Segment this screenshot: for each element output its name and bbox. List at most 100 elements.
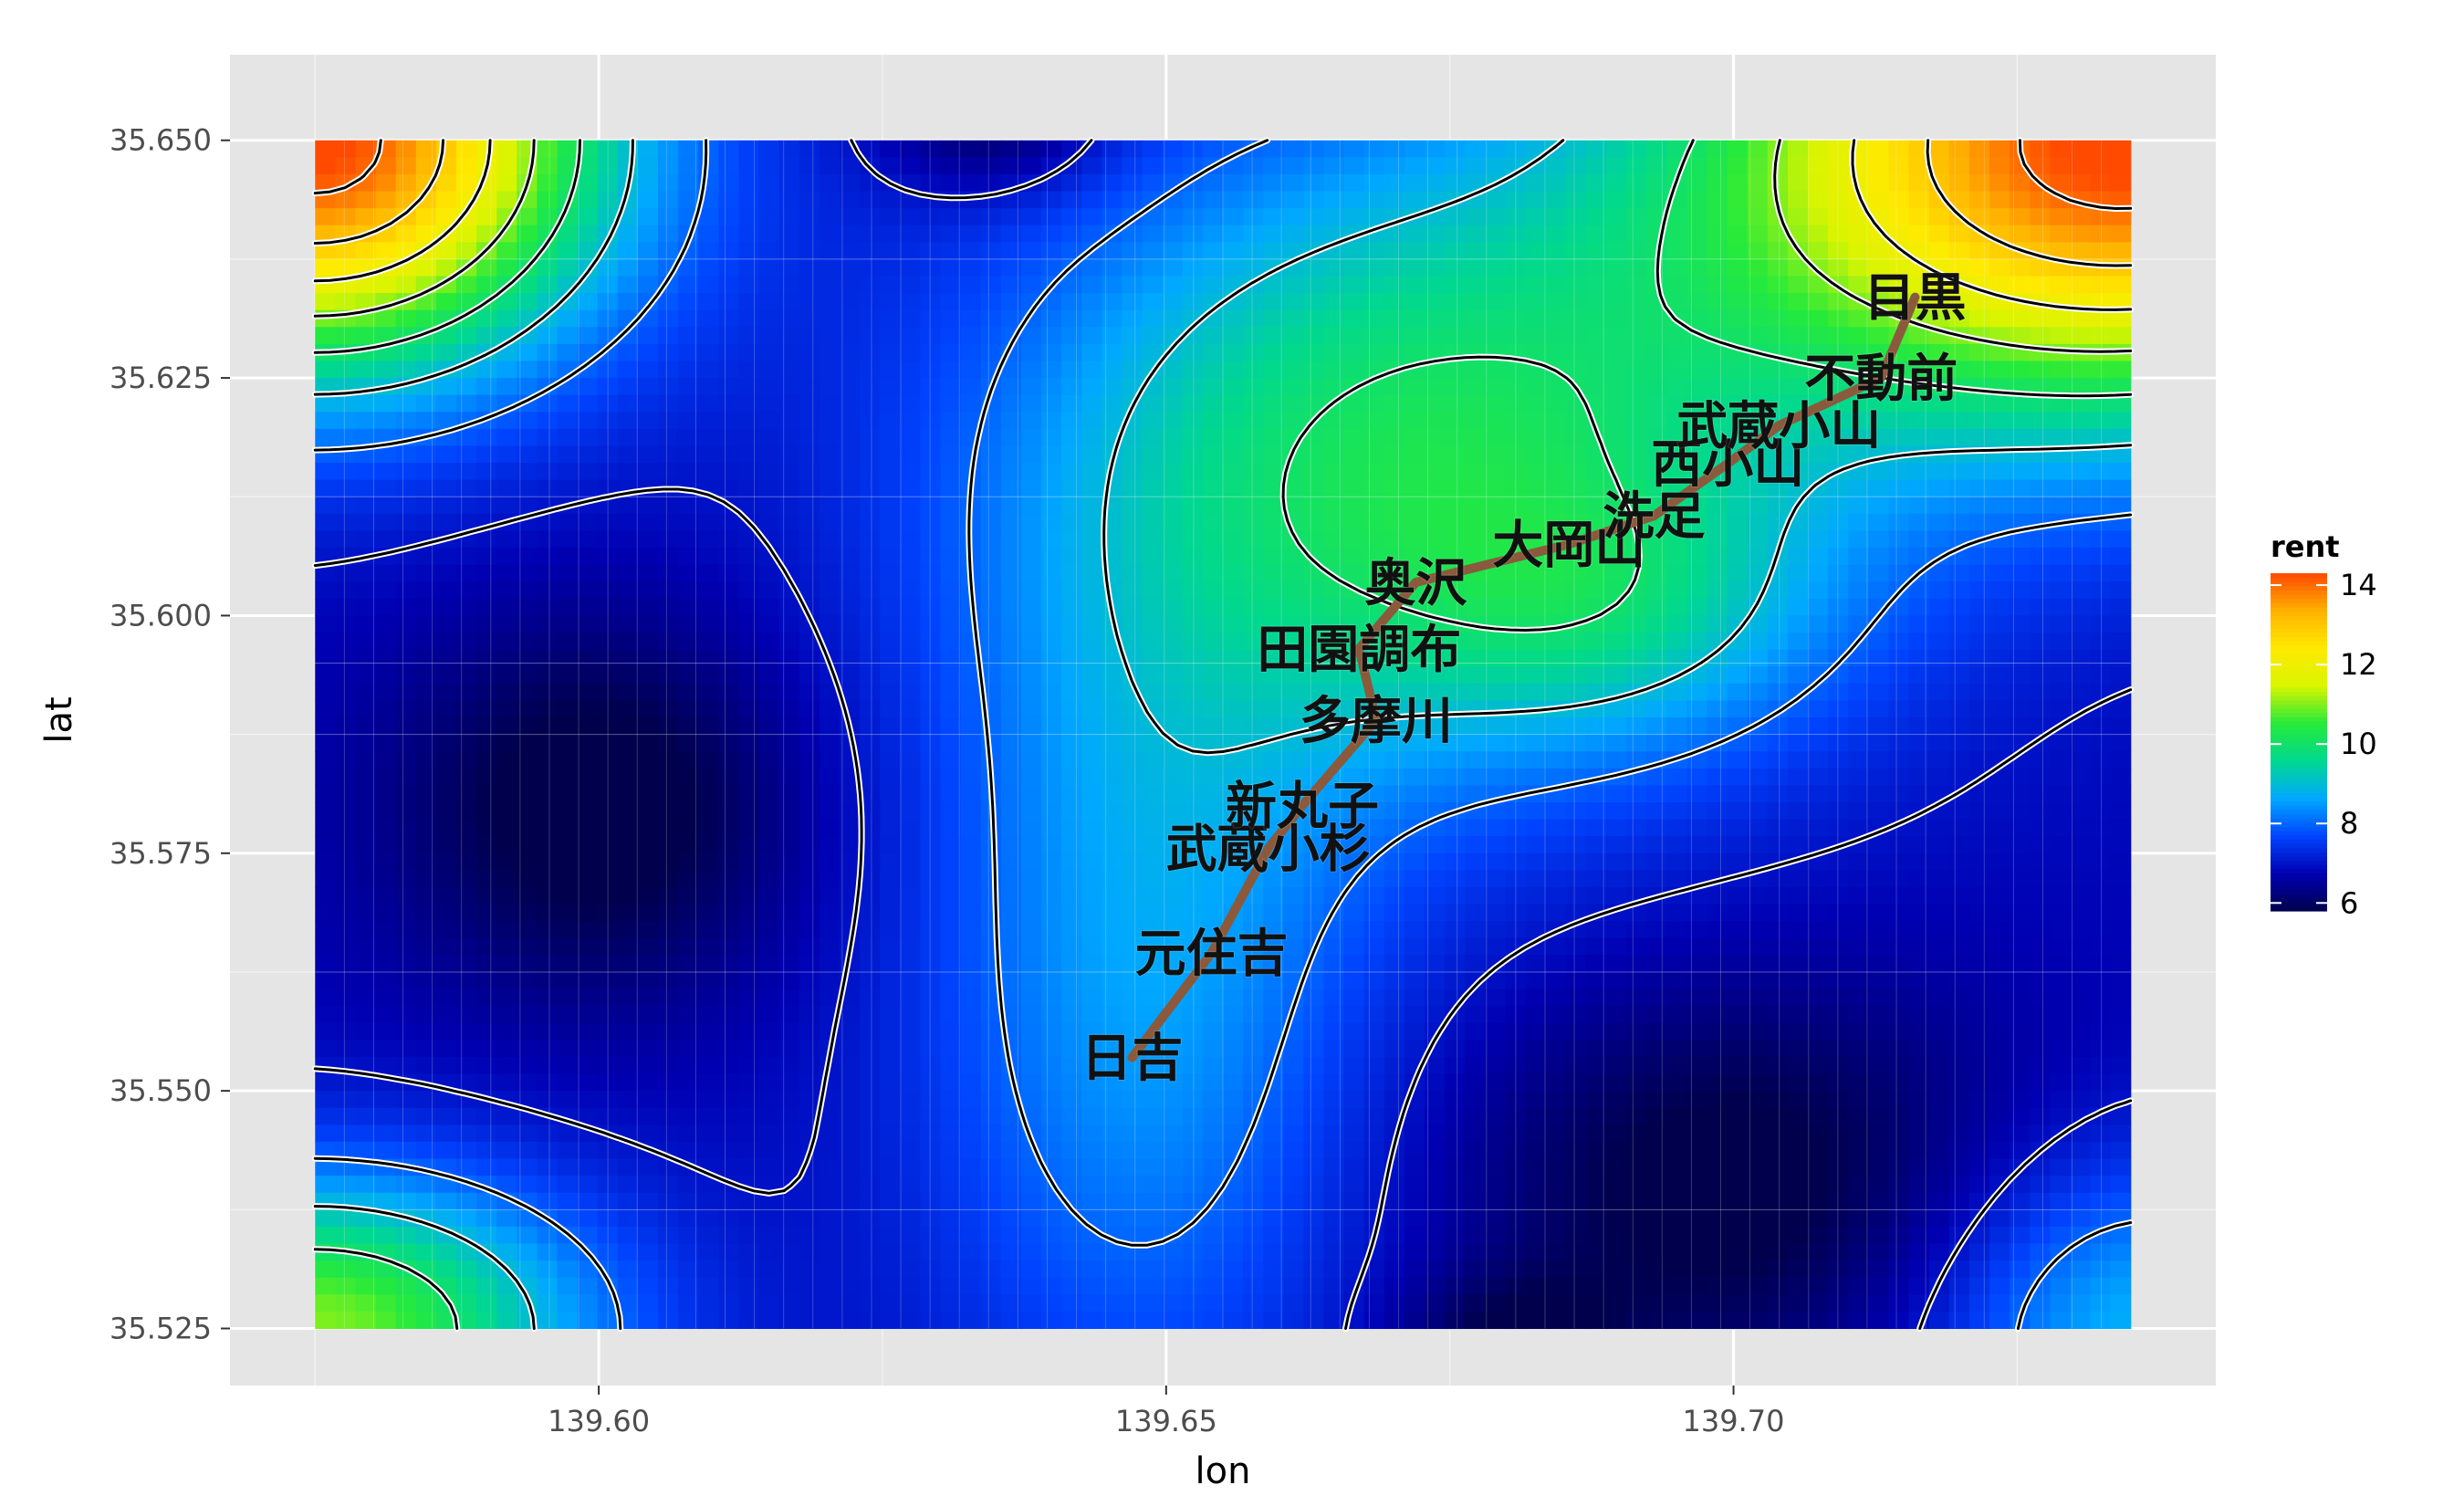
heat-cell bbox=[577, 700, 599, 718]
heat-cell bbox=[455, 734, 477, 752]
heat-cell bbox=[1122, 445, 1143, 464]
heat-cell bbox=[1707, 513, 1728, 532]
heat-cell bbox=[880, 870, 901, 888]
heat-cell bbox=[557, 1260, 579, 1279]
heat-cell bbox=[1223, 1311, 1244, 1330]
heat-cell bbox=[335, 1176, 357, 1194]
heat-cell bbox=[900, 1192, 922, 1210]
heat-cell bbox=[799, 852, 820, 871]
heat-cell bbox=[1485, 242, 1507, 260]
heat-cell bbox=[1465, 1243, 1486, 1261]
heat-cell bbox=[1525, 378, 1547, 396]
heat-cell bbox=[880, 327, 901, 345]
heat-cell bbox=[1465, 242, 1486, 260]
heat-cell bbox=[1686, 1107, 1708, 1125]
heat-cell bbox=[738, 751, 760, 769]
heat-cell bbox=[758, 1176, 780, 1194]
heat-cell bbox=[1041, 633, 1062, 651]
heat-cell bbox=[395, 955, 417, 973]
heat-cell bbox=[1041, 1243, 1062, 1261]
heat-cell bbox=[395, 412, 417, 430]
heat-cell bbox=[1061, 1243, 1082, 1261]
heat-cell bbox=[1182, 1040, 1204, 1058]
heat-cell bbox=[1101, 361, 1123, 379]
heat-cell bbox=[1545, 1141, 1567, 1160]
heat-cell bbox=[1383, 276, 1405, 294]
heat-cell bbox=[678, 293, 699, 311]
heat-cell bbox=[900, 1260, 922, 1279]
heat-cell bbox=[738, 955, 760, 973]
heat-cell bbox=[1606, 633, 1627, 651]
heat-cell bbox=[920, 1124, 942, 1143]
heat-cell bbox=[738, 1277, 760, 1295]
heat-cell bbox=[1202, 1040, 1224, 1058]
heat-cell bbox=[617, 904, 639, 922]
heat-cell bbox=[1061, 428, 1082, 447]
heat-cell bbox=[1707, 208, 1728, 226]
heat-cell bbox=[335, 886, 357, 905]
heat-cell bbox=[1666, 1073, 1688, 1092]
heat-cell bbox=[455, 428, 477, 447]
heat-cell bbox=[1445, 937, 1466, 956]
heat-cell bbox=[920, 598, 942, 617]
heat-cell bbox=[537, 564, 559, 582]
heat-cell bbox=[1363, 937, 1385, 956]
heat-cell bbox=[375, 173, 397, 193]
heat-cell bbox=[315, 1277, 336, 1295]
heat-cell bbox=[1202, 1260, 1224, 1279]
heat-cell bbox=[496, 886, 517, 905]
heat-cell bbox=[557, 836, 579, 854]
heat-cell bbox=[395, 1226, 417, 1245]
heat-cell bbox=[577, 886, 599, 905]
heat-cell bbox=[537, 463, 559, 481]
heat-cell bbox=[577, 1294, 599, 1313]
heat-cell bbox=[1182, 633, 1204, 651]
heat-cell bbox=[960, 751, 982, 769]
heat-cell bbox=[1646, 955, 1667, 973]
heat-cell bbox=[799, 191, 820, 209]
heat-cell bbox=[1162, 1176, 1184, 1194]
heat-cell bbox=[860, 378, 881, 396]
heat-cell bbox=[758, 1022, 780, 1041]
heat-cell bbox=[1000, 904, 1022, 922]
heat-cell bbox=[395, 361, 417, 379]
heat-cell bbox=[1525, 581, 1547, 600]
heat-cell bbox=[900, 428, 922, 447]
heat-cell bbox=[1686, 717, 1708, 736]
heat-cell bbox=[1243, 157, 1264, 175]
heat-cell bbox=[678, 955, 699, 973]
heat-cell bbox=[1626, 1073, 1647, 1092]
heat-cell bbox=[1243, 1294, 1264, 1313]
heat-cell bbox=[1061, 971, 1082, 990]
heat-cell bbox=[1182, 886, 1204, 905]
heat-cell bbox=[980, 343, 1002, 362]
heat-cell bbox=[537, 513, 559, 532]
heat-cell bbox=[1363, 412, 1385, 430]
heat-cell bbox=[375, 937, 397, 956]
heat-cell bbox=[718, 852, 740, 871]
heat-cell bbox=[1404, 394, 1425, 413]
heat-cell bbox=[840, 463, 861, 481]
heat-cell bbox=[1041, 904, 1062, 922]
heat-cell bbox=[476, 1158, 497, 1177]
heat-cell bbox=[435, 378, 457, 396]
heat-cell bbox=[1363, 530, 1385, 549]
heat-cell bbox=[415, 734, 437, 752]
heat-cell bbox=[577, 1040, 599, 1058]
heat-cell bbox=[1646, 1176, 1667, 1194]
heat-cell bbox=[920, 1158, 942, 1177]
heat-cell bbox=[1565, 836, 1587, 854]
heat-cell bbox=[455, 140, 477, 158]
heat-cell bbox=[1646, 1226, 1667, 1245]
heat-cell bbox=[496, 633, 517, 651]
heat-cell bbox=[1646, 734, 1667, 752]
heat-cell bbox=[1303, 1091, 1325, 1109]
heat-cell bbox=[758, 327, 780, 345]
heat-cell bbox=[1485, 768, 1507, 787]
heat-cell bbox=[1727, 327, 1749, 345]
heat-cell bbox=[1545, 1311, 1567, 1330]
heat-cell bbox=[1646, 649, 1667, 667]
heat-cell bbox=[658, 904, 679, 922]
heat-cell bbox=[415, 564, 437, 582]
heat-cell bbox=[1000, 852, 1022, 871]
